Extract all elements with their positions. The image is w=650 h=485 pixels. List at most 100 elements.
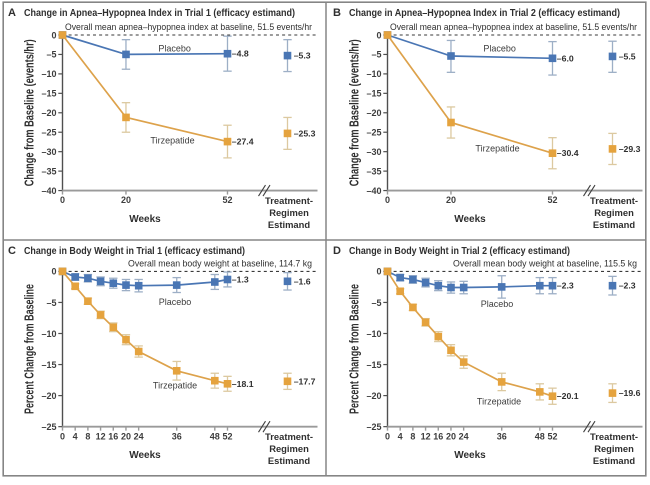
svg-text:–25: –25 xyxy=(41,128,56,138)
svg-text:–19.6: –19.6 xyxy=(619,388,641,398)
svg-text:–15: –15 xyxy=(366,360,381,370)
svg-text:Placebo: Placebo xyxy=(158,44,191,54)
svg-text:–15: –15 xyxy=(41,360,56,370)
svg-text:–18.1: –18.1 xyxy=(232,379,254,389)
svg-text:–1.6: –1.6 xyxy=(294,276,311,286)
svg-text:–5: –5 xyxy=(46,298,56,308)
svg-text:48: 48 xyxy=(210,432,220,442)
svg-text:D: D xyxy=(333,245,341,257)
svg-text:0: 0 xyxy=(51,267,56,277)
svg-text:–20: –20 xyxy=(41,391,56,401)
svg-text:–29.3: –29.3 xyxy=(619,144,641,154)
svg-text:–25: –25 xyxy=(366,128,381,138)
svg-text:0: 0 xyxy=(60,432,65,442)
svg-text:A: A xyxy=(8,7,16,19)
svg-text:16: 16 xyxy=(433,432,443,442)
svg-text:0: 0 xyxy=(51,30,56,40)
svg-text:–10: –10 xyxy=(366,329,381,339)
svg-text:Treatment-: Treatment- xyxy=(265,195,313,206)
svg-text:20: 20 xyxy=(121,432,131,442)
svg-text:Placebo: Placebo xyxy=(483,44,516,54)
svg-text:Overall mean apnea–hypopnea in: Overall mean apnea–hypopnea index at bas… xyxy=(390,22,637,33)
svg-text:Estimand: Estimand xyxy=(593,455,635,466)
svg-text:–6.0: –6.0 xyxy=(557,53,574,63)
svg-text:–15: –15 xyxy=(366,89,381,99)
svg-text:0: 0 xyxy=(376,30,381,40)
svg-text:–20: –20 xyxy=(366,391,381,401)
svg-text:–15: –15 xyxy=(41,89,56,99)
svg-text:Tirzepatide: Tirzepatide xyxy=(150,136,194,146)
svg-text:Placebo: Placebo xyxy=(481,299,514,309)
svg-text:Treatment-: Treatment- xyxy=(590,195,638,206)
svg-text:36: 36 xyxy=(497,432,507,442)
svg-text:8: 8 xyxy=(410,432,415,442)
svg-text:Weeks: Weeks xyxy=(129,214,161,225)
svg-text:20: 20 xyxy=(446,432,456,442)
svg-text:36: 36 xyxy=(172,432,182,442)
svg-text:–10: –10 xyxy=(41,69,56,79)
svg-text:–5: –5 xyxy=(371,50,381,60)
svg-text:C: C xyxy=(8,245,16,257)
svg-text:–10: –10 xyxy=(366,69,381,79)
svg-text:Treatment-: Treatment- xyxy=(265,431,313,442)
svg-text:Change in Apnea–Hypopnea Index: Change in Apnea–Hypopnea Index in Trial … xyxy=(24,8,295,19)
svg-text:Regimen: Regimen xyxy=(594,443,634,454)
svg-text:20: 20 xyxy=(446,195,456,205)
svg-text:–35: –35 xyxy=(41,166,56,176)
svg-text:0: 0 xyxy=(60,195,65,205)
svg-text:–20: –20 xyxy=(366,108,381,118)
svg-text:Regimen: Regimen xyxy=(594,207,634,218)
svg-text:–5: –5 xyxy=(371,298,381,308)
svg-text:4: 4 xyxy=(398,432,403,442)
svg-text:52: 52 xyxy=(222,432,232,442)
svg-text:12: 12 xyxy=(96,432,106,442)
svg-text:Placebo: Placebo xyxy=(159,297,192,307)
svg-text:Estimand: Estimand xyxy=(268,219,310,230)
svg-text:24: 24 xyxy=(134,432,144,442)
svg-text:0: 0 xyxy=(376,267,381,277)
svg-text:–2.3: –2.3 xyxy=(557,281,574,291)
svg-text:Estimand: Estimand xyxy=(593,219,635,230)
svg-text:–5: –5 xyxy=(46,50,56,60)
svg-text:Treatment-: Treatment- xyxy=(590,431,638,442)
svg-text:–25.3: –25.3 xyxy=(294,128,316,138)
svg-text:Change in Apnea–Hypopnea Index: Change in Apnea–Hypopnea Index in Trial … xyxy=(349,8,620,19)
svg-text:52: 52 xyxy=(222,195,232,205)
svg-text:–25: –25 xyxy=(366,422,381,432)
svg-text:–4.8: –4.8 xyxy=(232,49,249,59)
svg-text:–40: –40 xyxy=(366,186,381,196)
svg-text:Overall mean body weight at ba: Overall mean body weight at baseline, 11… xyxy=(453,258,637,269)
svg-text:Tirzepatide: Tirzepatide xyxy=(475,144,519,154)
svg-text:–30.4: –30.4 xyxy=(557,148,579,158)
svg-text:B: B xyxy=(333,7,341,19)
svg-text:Estimand: Estimand xyxy=(268,455,310,466)
svg-text:Change in Body Weight in Trial: Change in Body Weight in Trial 2 (effica… xyxy=(349,246,570,257)
svg-text:Regimen: Regimen xyxy=(269,443,309,454)
svg-text:Tirzepatide: Tirzepatide xyxy=(153,381,197,391)
svg-text:–5.5: –5.5 xyxy=(619,51,636,61)
svg-text:0: 0 xyxy=(385,432,390,442)
svg-text:–5.3: –5.3 xyxy=(294,51,311,61)
svg-text:0: 0 xyxy=(385,195,390,205)
svg-text:–10: –10 xyxy=(41,329,56,339)
svg-text:Overall mean body weight at ba: Overall mean body weight at baseline, 11… xyxy=(128,258,312,269)
svg-text:–25: –25 xyxy=(41,422,56,432)
svg-text:Overall mean apnea–hypopnea in: Overall mean apnea–hypopnea index at bas… xyxy=(65,22,312,33)
svg-text:–2.3: –2.3 xyxy=(619,281,636,291)
svg-text:–27.4: –27.4 xyxy=(232,137,254,147)
svg-text:52: 52 xyxy=(547,195,557,205)
svg-text:Change from Baseline (events/h: Change from Baseline (events/hr) xyxy=(22,39,37,186)
svg-text:20: 20 xyxy=(121,195,131,205)
svg-text:Regimen: Regimen xyxy=(269,207,309,218)
svg-text:–30: –30 xyxy=(366,147,381,157)
svg-text:8: 8 xyxy=(85,432,90,442)
svg-text:–35: –35 xyxy=(366,166,381,176)
svg-text:Weeks: Weeks xyxy=(129,450,161,461)
svg-text:Tirzepatide: Tirzepatide xyxy=(477,397,521,407)
svg-text:24: 24 xyxy=(459,432,469,442)
svg-text:–20.1: –20.1 xyxy=(557,391,579,401)
svg-text:Percent Change from Baseline: Percent Change from Baseline xyxy=(22,284,37,414)
svg-text:4: 4 xyxy=(73,432,78,442)
svg-text:Change in Body Weight in Trial: Change in Body Weight in Trial 1 (effica… xyxy=(24,246,245,257)
svg-text:52: 52 xyxy=(547,432,557,442)
